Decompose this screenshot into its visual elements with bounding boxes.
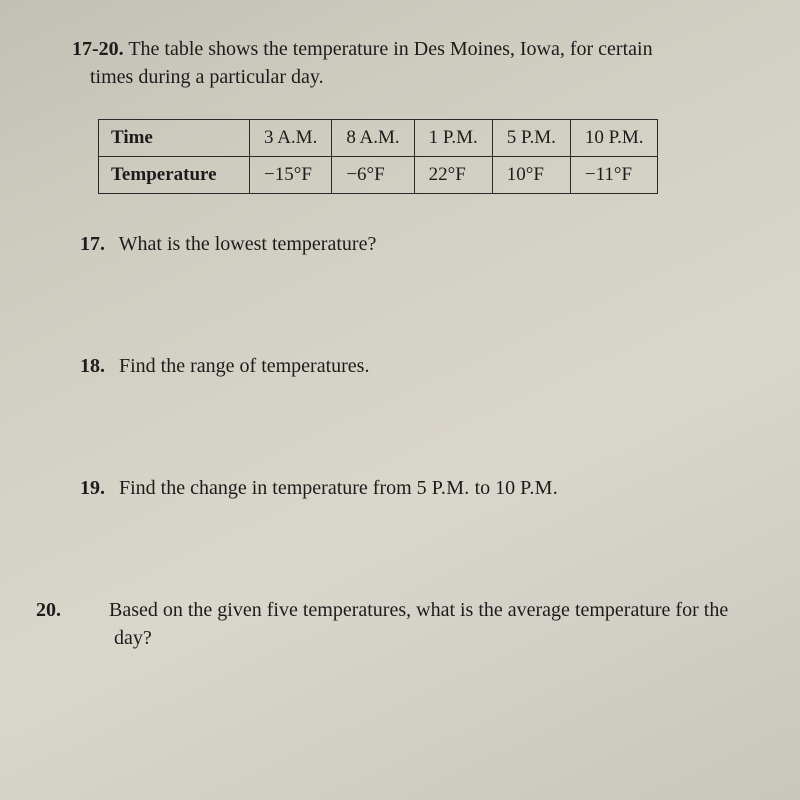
intro-line2: times during a particular day. (90, 63, 735, 91)
table-cell: 10 P.M. (570, 120, 658, 157)
table-cell: 1 P.M. (414, 120, 492, 157)
question-18: 18. Find the range of temperatures. (90, 352, 735, 380)
table-cell: 3 A.M. (250, 120, 332, 157)
question-num: 17. (80, 230, 114, 258)
question-num: 18. (80, 352, 114, 380)
table-cell: −11°F (570, 157, 658, 194)
question-text: Find the range of temperatures. (119, 355, 369, 377)
table-row: Temperature −15°F −6°F 22°F 10°F −11°F (99, 157, 658, 194)
temperature-table: Time 3 A.M. 8 A.M. 1 P.M. 5 P.M. 10 P.M.… (98, 119, 658, 194)
question-text: Based on the given five temperatures, wh… (109, 599, 728, 649)
question-text: What is the lowest temperature? (119, 233, 377, 255)
table-row: Time 3 A.M. 8 A.M. 1 P.M. 5 P.M. 10 P.M. (99, 120, 658, 157)
intro-paragraph: 17-20. The table shows the temperature i… (90, 35, 735, 91)
table-cell: −6°F (332, 157, 414, 194)
question-text: Find the change in temperature from 5 P.… (119, 477, 558, 499)
intro-line1: The table shows the temperature in Des M… (128, 38, 652, 60)
intro-qnum: 17-20. (72, 38, 124, 60)
table-cell: 22°F (414, 157, 492, 194)
row-label: Temperature (99, 157, 250, 194)
table-cell: 5 P.M. (492, 120, 570, 157)
question-20: 20. Based on the given five temperatures… (90, 596, 735, 652)
table-cell: 10°F (492, 157, 570, 194)
table-cell: −15°F (250, 157, 332, 194)
row-label: Time (99, 120, 250, 157)
question-num: 20. (70, 596, 104, 624)
table-cell: 8 A.M. (332, 120, 414, 157)
question-num: 19. (80, 474, 114, 502)
question-19: 19. Find the change in temperature from … (90, 474, 735, 502)
question-17: 17. What is the lowest temperature? (90, 230, 735, 258)
